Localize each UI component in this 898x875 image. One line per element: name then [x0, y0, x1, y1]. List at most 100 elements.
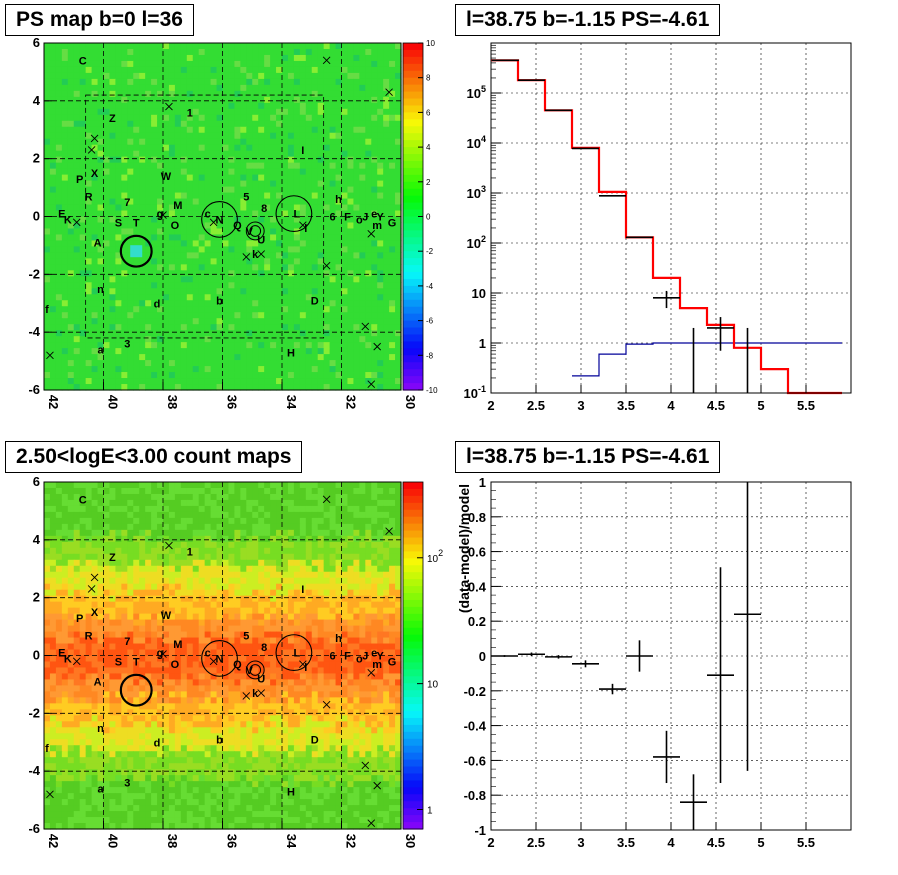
map-pixel — [389, 505, 396, 513]
map-pixel — [365, 78, 372, 86]
map-pixel — [287, 270, 295, 277]
map-pixel — [115, 198, 122, 206]
map-pixel — [246, 204, 253, 212]
map-pixel — [67, 529, 75, 537]
colorbar-swatch — [403, 105, 423, 113]
map-pixel — [359, 258, 366, 265]
map-pixel — [49, 234, 57, 242]
map-pixel — [287, 354, 295, 361]
map-pixel — [174, 138, 182, 146]
map-pixel — [49, 252, 57, 259]
source-label: F — [344, 212, 351, 224]
map-pixel — [341, 372, 349, 379]
map-pixel — [192, 300, 200, 307]
map-pixel — [323, 348, 331, 355]
map-pixel — [109, 270, 116, 277]
map-pixel — [163, 168, 170, 176]
map-pixel — [311, 198, 319, 206]
map-pixel — [97, 342, 105, 349]
map-pixel — [192, 120, 200, 128]
map-pixel — [97, 517, 105, 525]
map-pixel — [335, 487, 343, 495]
map-pixel — [282, 240, 289, 248]
map-pixel — [180, 192, 188, 200]
map-pixel — [198, 156, 206, 164]
map-pixel — [317, 565, 325, 573]
map-pixel — [228, 54, 235, 62]
map-pixel — [186, 487, 194, 495]
map-pixel — [151, 517, 158, 525]
map-pixel — [97, 210, 105, 218]
map-pixel — [228, 312, 235, 319]
cross-marker — [72, 218, 81, 227]
map-pixel — [335, 294, 343, 301]
map-pixel — [145, 499, 152, 507]
map-pixel — [234, 300, 241, 307]
map-pixel — [323, 535, 331, 543]
map-pixel — [79, 186, 87, 194]
map-pixel — [79, 553, 87, 561]
map-pixel — [353, 294, 360, 301]
map-pixel — [186, 294, 194, 301]
map-pixel — [174, 150, 182, 158]
map-pixel — [121, 210, 128, 218]
map-pixel — [91, 186, 99, 194]
map-pixel — [91, 372, 99, 379]
map-pixel — [222, 180, 230, 188]
map-pixel — [79, 288, 87, 295]
map-pixel — [377, 565, 384, 573]
map-pixel — [115, 535, 122, 543]
map-pixel — [186, 541, 194, 549]
map-pixel — [359, 294, 366, 301]
colorbar-label: -2 — [426, 247, 434, 256]
map-pixel — [61, 48, 69, 56]
map-pixel — [204, 360, 212, 367]
map-pixel — [145, 114, 152, 122]
map-pixel — [103, 366, 111, 373]
map-pixel — [353, 493, 360, 501]
map-pixel — [145, 120, 152, 128]
map-pixel — [180, 541, 188, 549]
map-pixel — [210, 366, 218, 373]
colorbar-swatch — [403, 154, 423, 162]
map-pixel — [377, 138, 384, 146]
map-pixel — [157, 565, 164, 573]
map-pixel — [79, 222, 87, 230]
map-pixel — [377, 210, 384, 218]
map-pixel — [91, 366, 99, 373]
map-pixel — [359, 228, 366, 236]
map-pixel — [97, 192, 105, 200]
map-pixel — [210, 372, 218, 379]
map-pixel — [204, 60, 212, 68]
map-pixel — [61, 192, 69, 200]
map-pixel — [151, 324, 158, 331]
map-pixel — [97, 144, 105, 152]
map-pixel — [121, 336, 128, 343]
map-pixel — [389, 144, 396, 152]
map-pixel — [79, 126, 87, 134]
map-pixel — [79, 60, 87, 68]
map-pixel — [377, 589, 384, 597]
map-pixel — [311, 132, 319, 140]
map-pixel — [61, 78, 69, 86]
map-pixel — [299, 276, 307, 283]
map-pixel — [270, 505, 277, 513]
map-pixel — [115, 168, 122, 176]
map-pixel — [115, 180, 122, 188]
map-pixel — [246, 252, 253, 259]
map-pixel — [377, 144, 384, 152]
map-pixel — [365, 583, 372, 591]
map-pixel — [365, 246, 372, 253]
map-pixel — [305, 372, 313, 379]
map-pixel — [293, 378, 301, 385]
map-pixel — [341, 72, 349, 80]
map-pixel — [67, 156, 75, 164]
map-pixel — [299, 360, 307, 367]
map-pixel — [204, 294, 212, 301]
map-pixel — [163, 336, 170, 343]
map-pixel — [270, 264, 277, 271]
map-pixel — [91, 553, 99, 561]
map-pixel — [85, 288, 93, 295]
map-pixel — [127, 523, 134, 531]
map-pixel — [204, 499, 212, 507]
